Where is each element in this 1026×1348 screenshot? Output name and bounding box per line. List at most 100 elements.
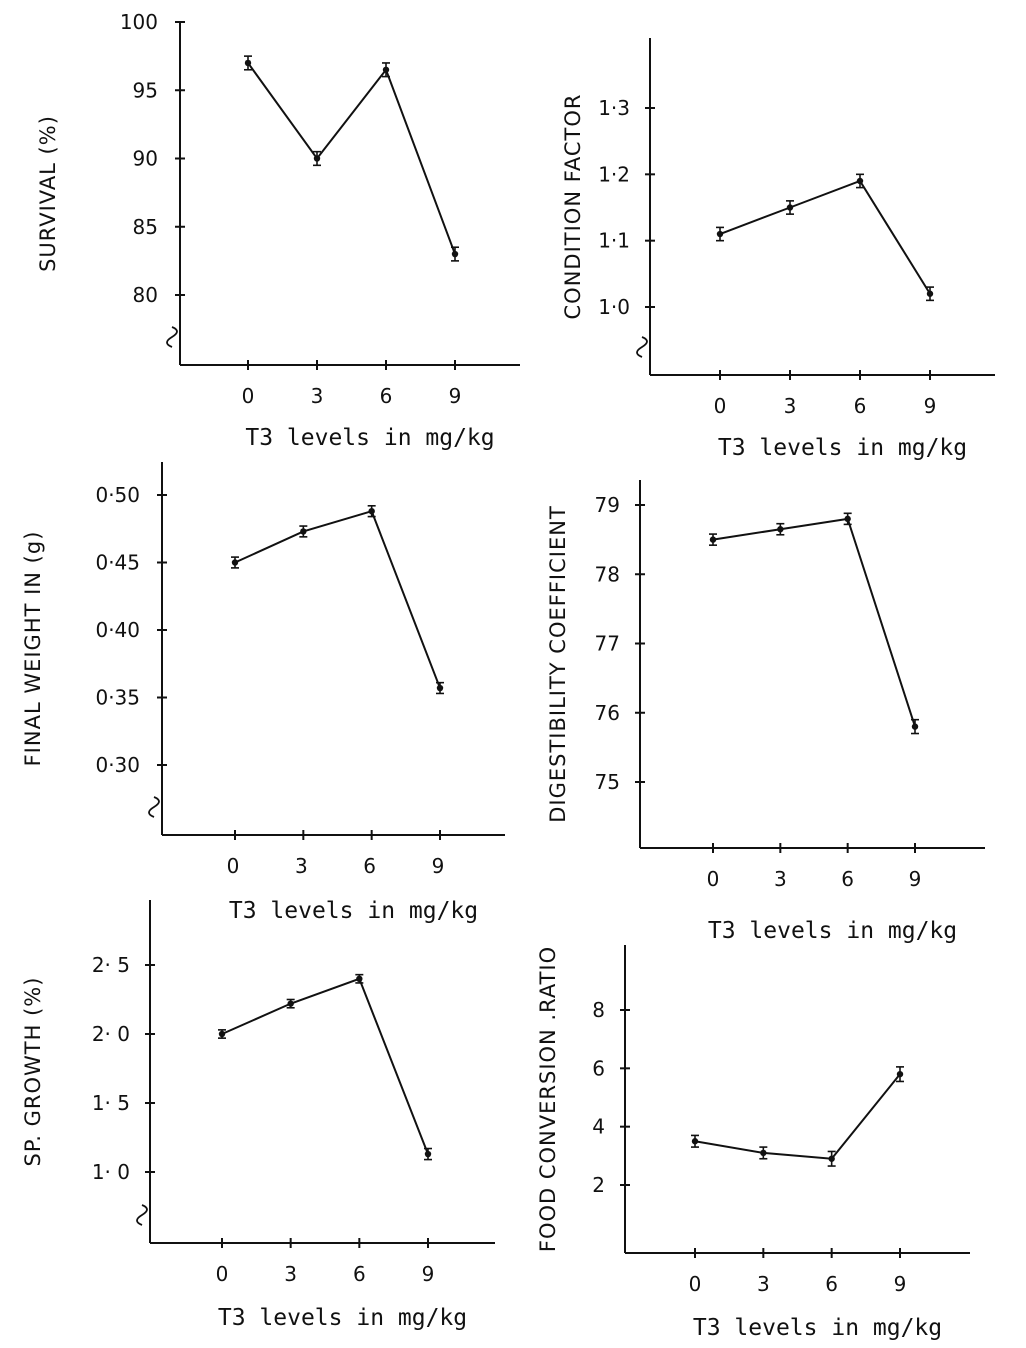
data-point xyxy=(437,685,443,691)
x-tick-label: 9 xyxy=(449,384,462,408)
y-tick-label: 2· 5 xyxy=(92,953,130,977)
x-tick-label: 0 xyxy=(707,867,720,891)
x-axis-title: T3 levels in mg/kg xyxy=(218,1305,467,1331)
y-tick-label: 1· 5 xyxy=(92,1091,130,1115)
x-tick-label: 3 xyxy=(295,854,308,878)
data-point xyxy=(760,1150,766,1156)
y-tick-label: 0·45 xyxy=(95,551,140,575)
x-tick-label: 9 xyxy=(894,1272,907,1296)
series-line xyxy=(713,519,915,727)
axis-break-mark xyxy=(637,337,647,357)
series-line xyxy=(720,181,930,294)
series-line xyxy=(695,1074,900,1159)
x-tick-label: 6 xyxy=(363,854,376,878)
y-tick-label: 78 xyxy=(595,562,620,586)
x-tick-label: 9 xyxy=(909,867,922,891)
x-tick-label: 6 xyxy=(841,867,854,891)
axis-break-mark xyxy=(167,327,177,347)
y-tick-label: 6 xyxy=(592,1056,605,1080)
y-tick-label: 100 xyxy=(120,10,158,34)
x-tick-label: 0 xyxy=(227,854,240,878)
y-tick-label: 2 xyxy=(592,1173,605,1197)
x-tick-label: 0 xyxy=(714,394,727,418)
y-tick-label: 85 xyxy=(133,215,158,239)
x-axis-title: T3 levels in mg/kg xyxy=(718,435,967,461)
x-tick-label: 6 xyxy=(353,1262,366,1286)
x-tick-label: 6 xyxy=(825,1272,838,1296)
data-point xyxy=(232,559,238,565)
data-point xyxy=(314,155,320,161)
y-tick-label: 4 xyxy=(592,1115,605,1139)
chart-panel: 75 76 77 78 79 0 3 6 9 T3 levels in mg/kg DIGESTIB… xyxy=(546,480,985,944)
y-tick-label: 76 xyxy=(595,701,620,725)
series-line xyxy=(248,63,455,254)
data-point xyxy=(245,60,251,66)
x-tick-label: 9 xyxy=(924,394,937,418)
y-tick-label: 0·30 xyxy=(95,753,140,777)
x-tick-label: 3 xyxy=(757,1272,770,1296)
x-tick-label: 0 xyxy=(689,1272,702,1296)
series-line xyxy=(235,511,440,688)
data-point xyxy=(927,291,933,297)
data-point xyxy=(717,231,723,237)
data-point xyxy=(844,516,850,522)
y-tick-label: 1·3 xyxy=(598,96,630,120)
y-tick-label: 95 xyxy=(133,78,158,102)
data-point xyxy=(710,536,716,542)
data-point xyxy=(356,976,362,982)
data-point xyxy=(912,723,918,729)
y-axis-title: FOOD CONVERSION .RATIO xyxy=(536,946,560,1252)
x-tick-label: 3 xyxy=(311,384,324,408)
y-axis-title: CONDITION FACTOR xyxy=(561,94,585,320)
chart-panel: 80 85 90 95 100 0 3 6 9 T3 levels in mg/kg SURVIVA… xyxy=(36,10,520,451)
data-point xyxy=(383,67,389,73)
data-point xyxy=(857,178,863,184)
y-axis-title: FINAL WEIGHT IN (g) xyxy=(21,531,45,767)
x-axis-title: T3 levels in mg/kg xyxy=(245,425,494,451)
y-tick-label: 0·50 xyxy=(95,483,140,507)
chart-panel: 2 4 6 8 0 3 6 9 T3 levels in mg/kg FOOD CONVERSIO… xyxy=(536,945,970,1341)
y-axis-title: DIGESTIBILITY COEFFICIENT xyxy=(546,505,570,823)
data-point xyxy=(368,508,374,514)
y-tick-label: 0·35 xyxy=(95,686,140,710)
x-tick-label: 6 xyxy=(854,394,867,418)
x-axis-title: T3 levels in mg/kg xyxy=(693,1315,942,1341)
data-point xyxy=(828,1156,834,1162)
y-tick-label: 1·1 xyxy=(598,229,630,253)
chart-panel: 0·30 0·35 0·40 0·45 0·50 0 3 6 9 T3 levels in mg/… xyxy=(21,462,505,924)
x-tick-label: 3 xyxy=(284,1262,297,1286)
y-tick-label: 1·0 xyxy=(598,295,630,319)
data-point xyxy=(287,1000,293,1006)
x-tick-label: 0 xyxy=(242,384,255,408)
data-point xyxy=(219,1031,225,1037)
x-tick-label: 9 xyxy=(422,1262,435,1286)
chart-panel: 1· 0 1· 5 2· 0 2· 5 0 3 6 9 T3 levels in mg/kg SP… xyxy=(21,900,495,1331)
x-tick-label: 0 xyxy=(216,1262,229,1286)
y-axis-title: SURVIVAL (%) xyxy=(36,115,60,272)
x-tick-label: 3 xyxy=(784,394,797,418)
x-tick-label: 3 xyxy=(774,867,787,891)
chart-panel: 1·0 1·1 1·2 1·3 0 3 6 9 T3 levels in mg/kg CONDIT… xyxy=(561,38,995,461)
data-point xyxy=(787,204,793,210)
y-tick-label: 2· 0 xyxy=(92,1022,130,1046)
axis-break-mark xyxy=(149,797,159,817)
axis-break-mark xyxy=(137,1205,147,1225)
data-point xyxy=(777,526,783,532)
data-point xyxy=(897,1071,903,1077)
x-axis-title: T3 levels in mg/kg xyxy=(229,898,478,924)
x-tick-label: 9 xyxy=(432,854,445,878)
data-point xyxy=(692,1138,698,1144)
y-tick-label: 90 xyxy=(133,147,158,171)
y-tick-label: 80 xyxy=(133,283,158,307)
y-tick-label: 8 xyxy=(592,998,605,1022)
y-tick-label: 79 xyxy=(595,493,620,517)
y-axis-title: SP. GROWTH (%) xyxy=(21,977,45,1167)
y-tick-label: 75 xyxy=(595,770,620,794)
data-point xyxy=(300,528,306,534)
series-line xyxy=(222,979,428,1154)
y-tick-label: 0·40 xyxy=(95,618,140,642)
data-point xyxy=(452,251,458,257)
y-tick-label: 1· 0 xyxy=(92,1160,130,1184)
y-tick-label: 77 xyxy=(595,632,620,656)
